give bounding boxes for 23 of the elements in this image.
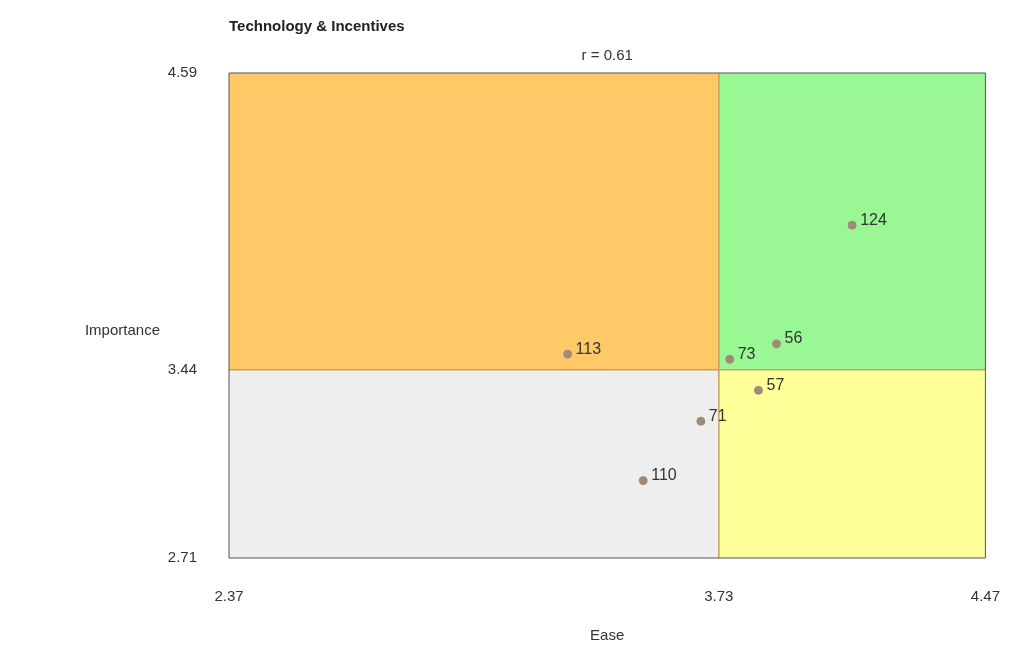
x-tick-label: 3.73 — [704, 587, 734, 605]
annotation: 113 — [575, 339, 602, 357]
annotation: 56 — [784, 329, 803, 347]
y-tick-label: 4.59 — [167, 63, 197, 81]
annotation: 110 — [651, 466, 677, 484]
point — [725, 354, 735, 364]
x-axis-title: Ease — [590, 626, 625, 643]
point — [847, 220, 857, 230]
annotation: 57 — [766, 375, 785, 393]
point — [696, 416, 706, 426]
y-tick-label: 2.71 — [167, 548, 197, 566]
text: r = 0.61 — [581, 46, 633, 63]
x-tick-label: 2.37 — [214, 587, 244, 605]
annotation: 73 — [737, 344, 756, 362]
point — [638, 476, 648, 486]
x-tick-label: 4.47 — [970, 587, 1000, 605]
annotation: 124 — [860, 210, 887, 228]
point — [771, 339, 781, 349]
chart-title: Technology & Incentives — [229, 17, 405, 34]
y-axis-title: Importance — [84, 321, 160, 338]
point — [753, 385, 763, 395]
y-tick-label: 3.44 — [167, 359, 197, 377]
point — [563, 349, 573, 359]
